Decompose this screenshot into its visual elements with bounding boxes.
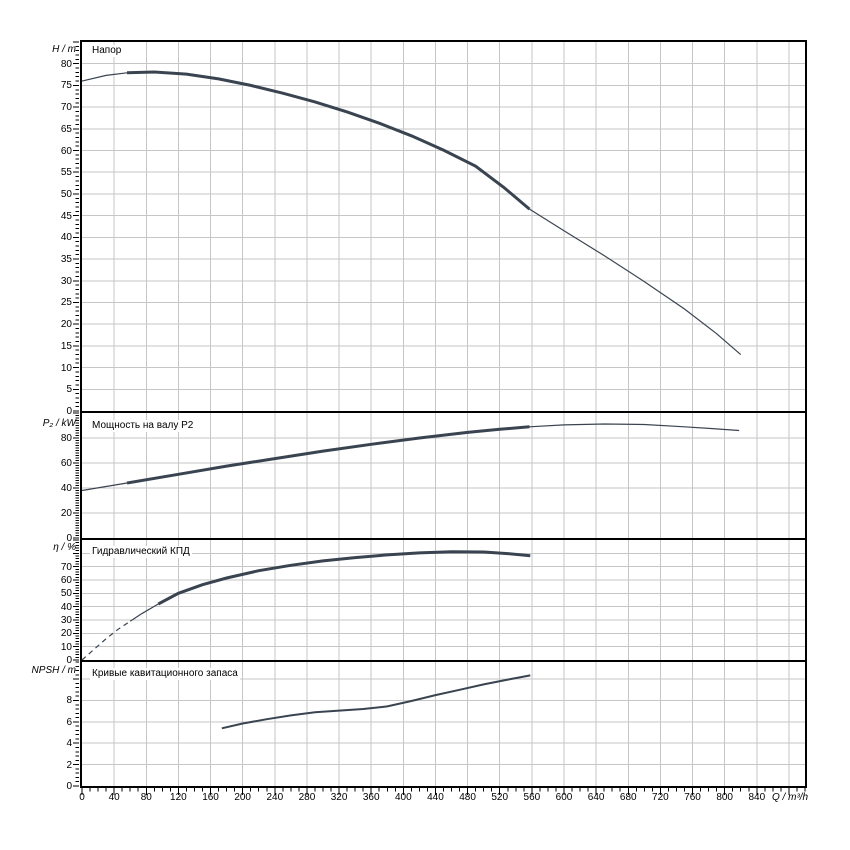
- y-tick-label: 65: [60, 123, 72, 135]
- y-tick-label: 75: [60, 80, 72, 92]
- y-tick-label: 55: [60, 167, 72, 179]
- x-tick-label: 400: [394, 792, 412, 803]
- x-tick-label: 600: [555, 792, 573, 803]
- head-chart-svg: [73, 41, 805, 412]
- efficiency-chart-svg: [73, 539, 805, 661]
- head-chart-title: Напор: [90, 45, 124, 57]
- y-tick-label: 40: [60, 601, 72, 613]
- y-tick-label: 10: [60, 641, 72, 653]
- y-tick-label: 8: [66, 695, 72, 707]
- power-chart-panel: [73, 411, 807, 540]
- npsh-chart-panel: [73, 660, 807, 795]
- npsh-chart-title: Кривые кавитационного запаса: [90, 668, 240, 680]
- x-tick-label: 200: [234, 792, 251, 803]
- x-tick-label: 440: [427, 792, 444, 803]
- power-axis-title: P₂ / kW: [42, 418, 76, 429]
- power-chart-title: Мощность на валу P2: [90, 420, 196, 432]
- x-tick-label: 280: [298, 792, 316, 803]
- y-tick-label: 6: [66, 716, 72, 728]
- y-tick-label: 30: [60, 615, 72, 626]
- x-tick-label: 560: [523, 792, 541, 803]
- x-tick-label: 640: [587, 792, 605, 803]
- y-tick-label: 70: [60, 102, 72, 114]
- x-tick-label: 160: [202, 792, 219, 803]
- x-tick-label: 840: [748, 792, 766, 803]
- y-tick-label: 40: [60, 483, 72, 494]
- y-tick-label: 30: [60, 275, 72, 287]
- efficiency-chart-panel: [73, 538, 807, 662]
- x-tick-label: 760: [684, 792, 701, 803]
- y-tick-label: 20: [60, 508, 72, 519]
- x-tick-label: 680: [619, 792, 637, 803]
- head-axis-title: H / m: [52, 44, 76, 55]
- y-tick-label: 70: [60, 561, 72, 573]
- y-tick-label: 20: [60, 628, 72, 640]
- y-tick-label: 0: [66, 406, 72, 417]
- x-tick-label: 480: [459, 792, 476, 803]
- y-tick-label: 0: [66, 781, 72, 792]
- y-tick-label: 60: [60, 145, 72, 157]
- y-tick-label: 0: [66, 533, 72, 544]
- flow-axis-title: Q / m³/h: [772, 792, 809, 803]
- y-tick-label: 60: [60, 458, 72, 469]
- npsh-chart-svg: [73, 661, 806, 795]
- y-tick-label: 80: [60, 58, 72, 70]
- x-tick-label: 0: [79, 792, 85, 803]
- y-tick-label: 5: [66, 384, 72, 396]
- x-tick-label: 120: [170, 792, 187, 803]
- y-tick-label: 80: [60, 433, 72, 444]
- x-tick-label: 360: [362, 792, 380, 803]
- y-tick-label: 25: [60, 297, 72, 309]
- y-tick-label: 50: [60, 588, 72, 600]
- y-tick-label: 0: [66, 655, 72, 666]
- y-tick-label: 60: [60, 575, 72, 586]
- y-tick-label: 50: [60, 188, 72, 200]
- x-tick-label: 520: [491, 792, 509, 803]
- efficiency-axis-title: η / %: [53, 542, 76, 553]
- y-tick-label: 20: [60, 319, 72, 331]
- x-tick-label: 40: [108, 792, 120, 803]
- power-chart-svg: [73, 412, 805, 539]
- y-tick-label: 40: [60, 232, 72, 244]
- y-tick-label: 15: [60, 340, 72, 352]
- y-tick-label: 4: [66, 738, 72, 750]
- npsh-axis-title: NPSH / m: [31, 665, 76, 676]
- x-tick-label: 320: [330, 792, 348, 803]
- y-tick-label: 2: [66, 759, 72, 771]
- x-tick-label: 720: [652, 792, 669, 803]
- x-tick-label: 80: [140, 792, 152, 803]
- efficiency-chart-title: Гидравлический КПД: [90, 546, 192, 558]
- head-chart-panel: [73, 40, 807, 413]
- x-tick-label: 240: [266, 792, 284, 803]
- x-tick-label: 800: [716, 792, 733, 803]
- y-tick-label: 45: [60, 210, 72, 222]
- y-tick-label: 10: [60, 362, 72, 374]
- y-tick-label: 35: [60, 254, 72, 266]
